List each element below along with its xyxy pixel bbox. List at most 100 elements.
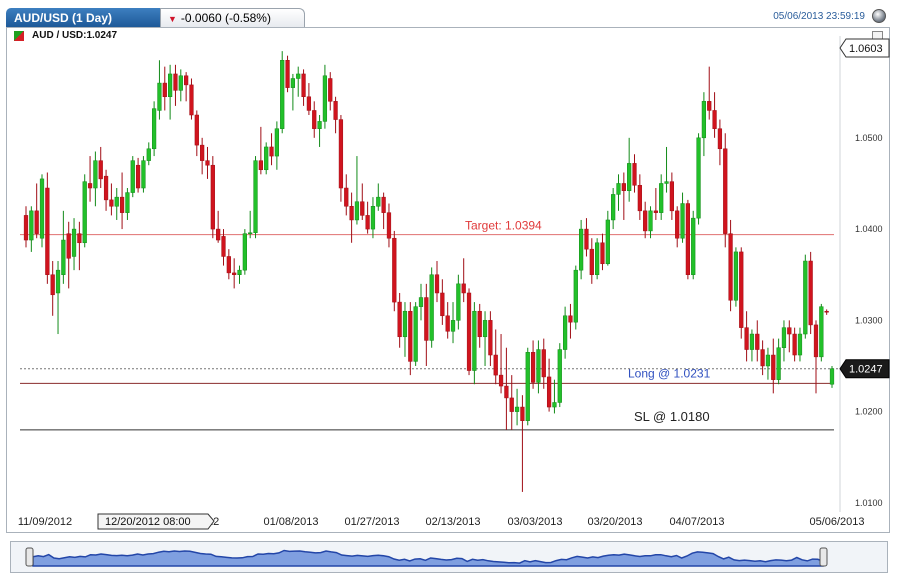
candle-body [536, 349, 541, 383]
candle-body [424, 297, 429, 341]
candle-body [274, 128, 279, 157]
x-tick-label: 05/06/2013 [809, 516, 864, 528]
candle-body [418, 297, 424, 307]
candle-body [34, 210, 39, 234]
navigator-right-handle[interactable] [819, 547, 828, 567]
candle-body [696, 137, 701, 219]
settings-round-button[interactable] [872, 9, 886, 23]
candle-body [701, 101, 707, 139]
candle-body [824, 310, 829, 313]
candle-body [611, 194, 616, 221]
candle-body [525, 352, 530, 421]
candle-body [803, 260, 808, 335]
symbol-title: AUD/USD (1 Day) [14, 11, 113, 25]
candle-body [514, 406, 520, 412]
candle-body [365, 215, 370, 230]
candle-body [312, 110, 317, 129]
candle-body [562, 315, 568, 350]
candle-body [338, 119, 344, 189]
navigator-left-handle[interactable] [25, 547, 34, 567]
candle-body [637, 185, 642, 212]
candle-body [290, 78, 296, 88]
candle-body [413, 306, 418, 362]
candle-body [712, 110, 717, 129]
candle-body [269, 146, 274, 157]
price-change-tab: ▼ -0.0060 (-0.58%) [160, 8, 305, 28]
candle-body [530, 352, 536, 383]
candle-body [242, 233, 247, 271]
candle-body [509, 397, 514, 412]
candle-body [66, 233, 71, 259]
candle-body [328, 78, 333, 102]
candle-body [162, 82, 167, 98]
candle-body [595, 242, 600, 275]
candle-body [691, 217, 696, 275]
candle-body [829, 368, 835, 385]
candle-body [819, 306, 824, 358]
candle-body [434, 274, 440, 294]
candle-body [392, 237, 397, 303]
x-tick-label: 03/03/2013 [507, 516, 562, 528]
candle-body [135, 164, 141, 189]
long-entry-label: Long @ 1.0231 [628, 366, 711, 380]
x-tick-label: 11/09/2012 [18, 516, 72, 528]
candle-body [296, 73, 301, 79]
candle-body [157, 82, 162, 111]
candle-body [466, 292, 472, 371]
candle-body [280, 60, 285, 129]
candle-body [456, 283, 461, 321]
candle-body [461, 283, 466, 294]
candle-body [253, 160, 258, 233]
candle-body [760, 349, 765, 367]
symbol-title-tab[interactable]: AUD/USD (1 Day) [6, 8, 168, 28]
candle-body [397, 301, 402, 338]
candle-body [733, 251, 739, 301]
candle-body [333, 101, 338, 120]
candle-body [579, 228, 584, 271]
target-label: Target: 1.0394 [465, 219, 542, 233]
legend-label: AUD / USD:1.0247 [32, 30, 118, 41]
candle-body [717, 128, 723, 150]
candle-body [168, 73, 173, 98]
candle-body [520, 406, 525, 421]
candle-body [653, 210, 658, 213]
candle-body [87, 183, 93, 189]
candle-body [402, 310, 408, 338]
navigator-svg [25, 547, 828, 567]
y-tick-label: 1.0400 [855, 224, 883, 234]
candle-body [200, 144, 205, 161]
candle-body [184, 75, 189, 86]
candle-body [125, 192, 130, 213]
candle-body [71, 228, 77, 257]
candle-body [744, 327, 749, 350]
candle-body [173, 73, 178, 91]
candle-body [264, 146, 269, 171]
candle-body [151, 108, 157, 150]
candle-body [226, 256, 231, 274]
time-navigator[interactable] [10, 541, 888, 573]
candle-body [605, 219, 610, 265]
candle-body [408, 310, 413, 362]
candle-body [237, 269, 242, 275]
top-price-tag [839, 38, 890, 58]
candle-body [445, 315, 450, 332]
candle-body [669, 181, 674, 212]
candle-body [797, 333, 803, 356]
candle-body [344, 187, 349, 207]
last-price-tag [839, 359, 890, 379]
x-tick-label: 01/08/2013 [263, 516, 318, 528]
candle-body [675, 210, 680, 239]
candle-body [771, 354, 776, 380]
y-tick-label: 1.0100 [855, 498, 883, 508]
down-triangle-icon: ▼ [168, 14, 177, 24]
candle-body [616, 183, 621, 195]
candle-body [178, 75, 183, 91]
candle-body [589, 248, 594, 275]
candle-body [739, 251, 744, 328]
candle-body [573, 269, 578, 323]
candle-body [109, 199, 114, 207]
candle-body [119, 196, 125, 213]
candle-body [648, 210, 653, 232]
candle-body [685, 203, 690, 275]
